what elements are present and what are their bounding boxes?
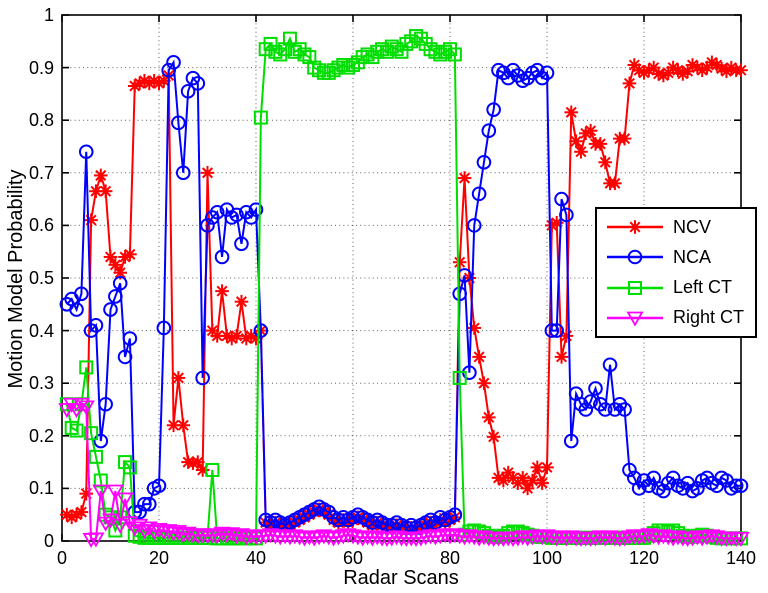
y-tick-label: 0.5: [28, 268, 54, 288]
x-tick-label: 40: [245, 548, 267, 568]
nca-series: [59, 55, 749, 536]
x-tick-label: 80: [439, 548, 461, 568]
right-ct-line-sample-icon: [607, 311, 663, 327]
y-tick-label: 0.2: [28, 425, 54, 446]
nca-line-sample-icon: [607, 250, 663, 265]
y-tick-label: 0.7: [28, 162, 54, 183]
y-tick-label: 0.8: [28, 110, 54, 131]
x-tick-label: 120: [628, 548, 660, 568]
x-tick-label: 20: [148, 548, 170, 568]
x-tick-label: 0: [56, 548, 67, 568]
right-ct-series: [58, 397, 750, 549]
legend-label: Right CT: [673, 307, 745, 328]
x-tick-label: 100: [531, 548, 563, 568]
legend-label: NCA: [673, 246, 712, 267]
legend-box: NCV NCA Left CT Right CT: [595, 207, 757, 338]
left-ct-line-sample-icon: [607, 280, 663, 295]
y-tick-label: 0.6: [28, 215, 54, 236]
legend-item-ncv: NCV: [597, 217, 755, 238]
y-tick-label: 1: [43, 5, 54, 25]
legend-label: NCV: [673, 216, 712, 237]
right-ct-markers: [58, 397, 750, 549]
x-axis-title: Radar Scans: [343, 567, 459, 589]
y-tick-label: 0.9: [28, 57, 54, 78]
y-tick-label: 0: [43, 531, 54, 551]
y-tick-label: 0.1: [28, 478, 54, 499]
nca-markers: [59, 55, 749, 536]
y-tick-label: 0.3: [28, 373, 54, 394]
ncv-line-sample-icon: [607, 220, 663, 234]
y-tick-label: 0.4: [28, 320, 54, 341]
legend-label: Left CT: [673, 277, 733, 298]
legend-item-right-ct: Right CT: [597, 307, 755, 328]
nca-line: [66, 59, 741, 529]
legend-item-left-ct: Left CT: [597, 277, 755, 298]
legend-item-nca: NCA: [597, 247, 755, 268]
x-tick-label: 60: [342, 548, 364, 568]
x-tick-label: 140: [725, 548, 757, 568]
